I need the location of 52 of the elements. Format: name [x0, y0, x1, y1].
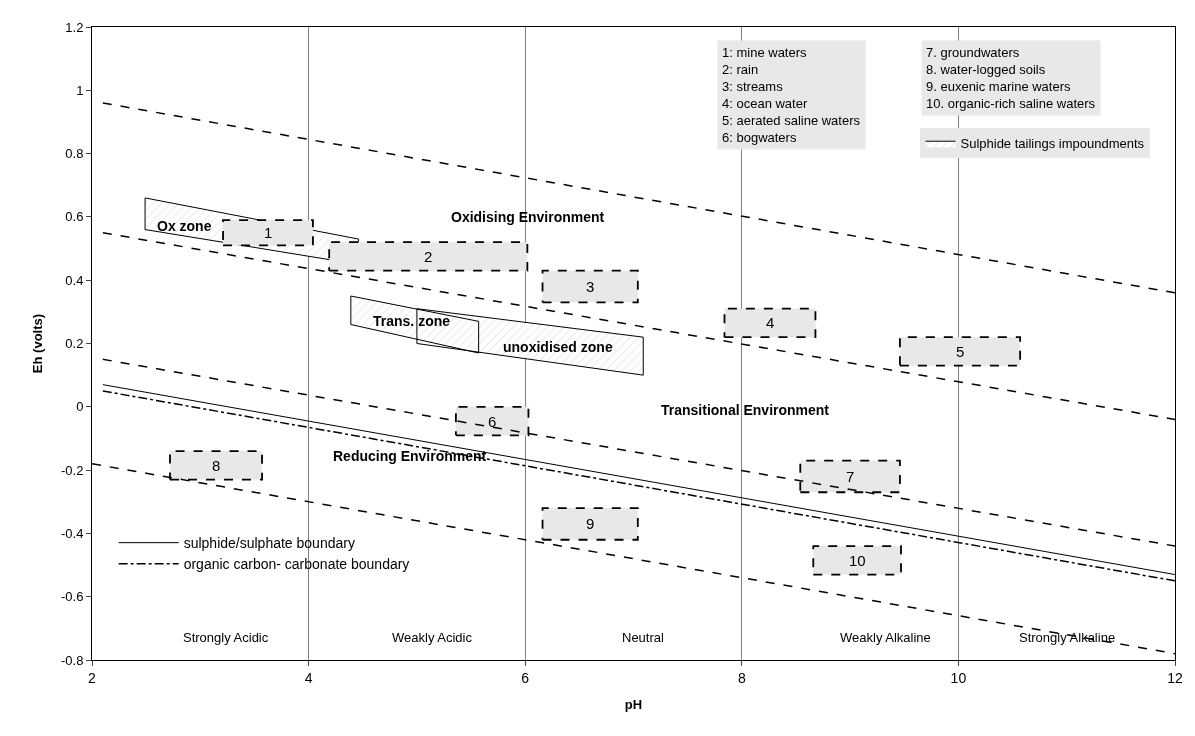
y-tick-label: 0.6 — [65, 209, 84, 225]
y-tick-label: -0.8 — [60, 652, 84, 668]
annotation: Neutral — [622, 630, 665, 645]
y-axis-title: Eh (volts) — [29, 313, 45, 374]
series-label: 4 — [766, 314, 775, 331]
annotation: Oxidising Environment — [451, 209, 605, 225]
legend-label: sulphide/sulphate boundary — [183, 535, 355, 552]
legend-label: organic carbon- carbonate boundary — [183, 556, 410, 573]
annotation: 5: aerated saline waters — [722, 112, 861, 128]
x-tick-label: 12 — [1167, 669, 1183, 686]
x-tick-label: 10 — [950, 669, 967, 686]
x-tick-label: 4 — [304, 669, 313, 686]
series-label: 10 — [849, 552, 866, 569]
annotation: 8. water-logged soils — [926, 61, 1046, 77]
series-label: 2 — [424, 248, 433, 265]
series-label: 6 — [488, 413, 497, 430]
y-tick-label: 0 — [76, 399, 84, 415]
annotation: 9. euxenic marine waters — [926, 78, 1072, 94]
series-label: 8 — [212, 457, 221, 474]
series-label: 1 — [264, 224, 273, 241]
series-label: 3 — [586, 278, 595, 295]
y-tick-label: 1 — [76, 82, 84, 98]
annotation: Trans. zone — [373, 313, 451, 329]
y-tick-label: -0.2 — [60, 462, 84, 478]
annotation: 4: ocean water — [722, 95, 808, 111]
annotation: Weakly Alkaline — [840, 630, 931, 645]
annotation: unoxidised zone — [503, 339, 613, 355]
annotation: Ox zone — [157, 218, 212, 234]
annotation: Strongly Acidic — [183, 630, 269, 645]
y-tick-label: 0.4 — [65, 272, 84, 288]
x-axis-title: pH — [624, 697, 643, 713]
annotation: 7. groundwaters — [926, 45, 1020, 60]
y-tick-label: 1.2 — [65, 19, 84, 35]
annotation: 10. organic-rich saline waters — [926, 95, 1096, 111]
annotation: 2: rain — [722, 61, 759, 77]
x-tick-label: 2 — [88, 669, 97, 686]
y-tick-label: 0.2 — [65, 336, 84, 352]
annotation: 1: mine waters — [722, 45, 808, 60]
annotation: 6: bogwaters — [722, 129, 797, 145]
y-tick-label: -0.4 — [60, 525, 84, 541]
legend-label: Sulphide tailings impoundments — [960, 136, 1145, 152]
series-label: 9 — [586, 515, 595, 532]
series-label: 5 — [956, 343, 965, 360]
annotation: 3: streams — [722, 78, 784, 94]
y-tick-label: -0.6 — [60, 589, 84, 605]
annotation: Weakly Acidic — [392, 630, 473, 645]
y-tick-label: 0.8 — [65, 146, 84, 162]
series-label: 7 — [846, 468, 855, 485]
x-tick-label: 6 — [521, 669, 530, 686]
x-tick-label: 8 — [737, 669, 746, 686]
annotation: Reducing Environment — [333, 448, 487, 464]
annotation: Transitional Environment — [661, 402, 830, 418]
